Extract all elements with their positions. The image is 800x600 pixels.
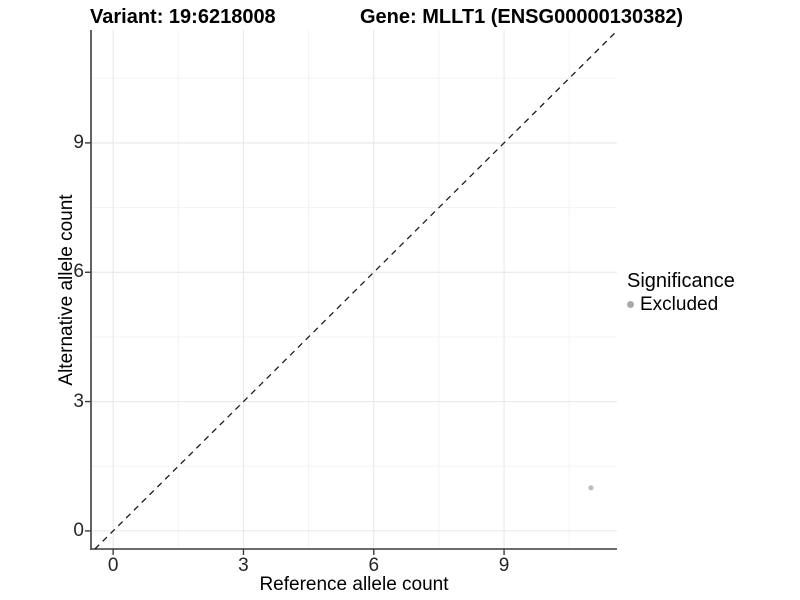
data-point xyxy=(588,485,594,491)
legend-item-label: Excluded xyxy=(640,294,719,315)
x-axis-title: Reference allele count xyxy=(259,574,449,595)
y-tick-label: 0 xyxy=(73,519,84,541)
x-tick-label: 6 xyxy=(368,555,380,576)
y-tick-label: 6 xyxy=(73,261,84,283)
legend-point-icon xyxy=(627,301,634,308)
x-tick-label: 9 xyxy=(498,555,510,576)
y-axis-title: Alternative allele count xyxy=(56,194,77,386)
identity-dashed-line xyxy=(94,30,618,550)
y-tick-label: 9 xyxy=(73,131,84,153)
x-tick-label: 3 xyxy=(238,555,249,576)
plot-title-gene: Gene: MLLT1 (ENSG00000130382) xyxy=(360,6,684,28)
legend-item-excluded: Excluded xyxy=(627,293,735,316)
plot-title-variant: Variant: 19:6218008 xyxy=(90,6,276,28)
legend: Significance Excluded xyxy=(627,270,735,316)
x-tick-label: 0 xyxy=(107,555,119,576)
y-tick-label: 3 xyxy=(73,390,84,412)
legend-title: Significance xyxy=(627,270,735,292)
